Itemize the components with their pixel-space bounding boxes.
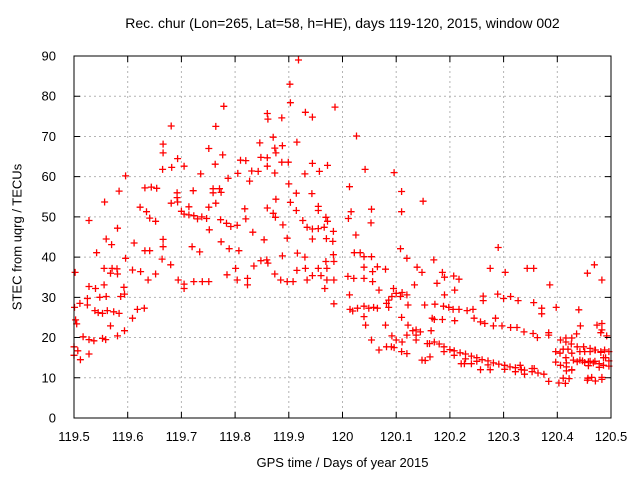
y-tick-label: 10 <box>42 370 56 385</box>
x-tick-label: 119.7 <box>166 429 198 444</box>
x-tick-label: 120.1 <box>380 429 413 444</box>
y-tick-label: 60 <box>42 169 56 184</box>
y-tick-label: 0 <box>49 411 56 426</box>
grid-lines <box>74 56 611 418</box>
x-tick-label: 120 <box>332 429 354 444</box>
chart-title: Rec. chur (Lon=265, Lat=58, h=HE), days … <box>125 15 560 31</box>
y-tick-label: 90 <box>42 49 56 64</box>
y-tick-labels: 0 10 20 30 40 50 60 70 80 90 <box>42 49 56 426</box>
x-tick-label: 119.5 <box>58 429 90 444</box>
y-tick-label: 30 <box>42 290 56 305</box>
x-tick-label: 120.3 <box>487 429 520 444</box>
x-tick-label: 120.2 <box>434 429 467 444</box>
plot-border-and-ticks <box>73 55 612 419</box>
x-tick-label: 119.8 <box>219 429 251 444</box>
x-tick-labels: 119.5 119.6 119.7 119.8 119.9 120 120.1 120.2 12… <box>58 429 627 444</box>
x-tick-label: 120.4 <box>541 429 574 444</box>
x-axis-title: GPS time / Days of year 2015 <box>256 455 429 470</box>
scatter-points <box>70 56 613 387</box>
x-tick-label: 119.9 <box>273 429 305 444</box>
y-tick-label: 40 <box>42 250 56 265</box>
x-tick-label: 119.6 <box>112 429 144 444</box>
y-tick-label: 20 <box>42 330 56 345</box>
y-tick-label: 70 <box>42 129 56 144</box>
y-tick-label: 50 <box>42 209 56 224</box>
x-tick-label: 120.5 <box>595 429 628 444</box>
y-tick-label: 80 <box>42 89 56 104</box>
